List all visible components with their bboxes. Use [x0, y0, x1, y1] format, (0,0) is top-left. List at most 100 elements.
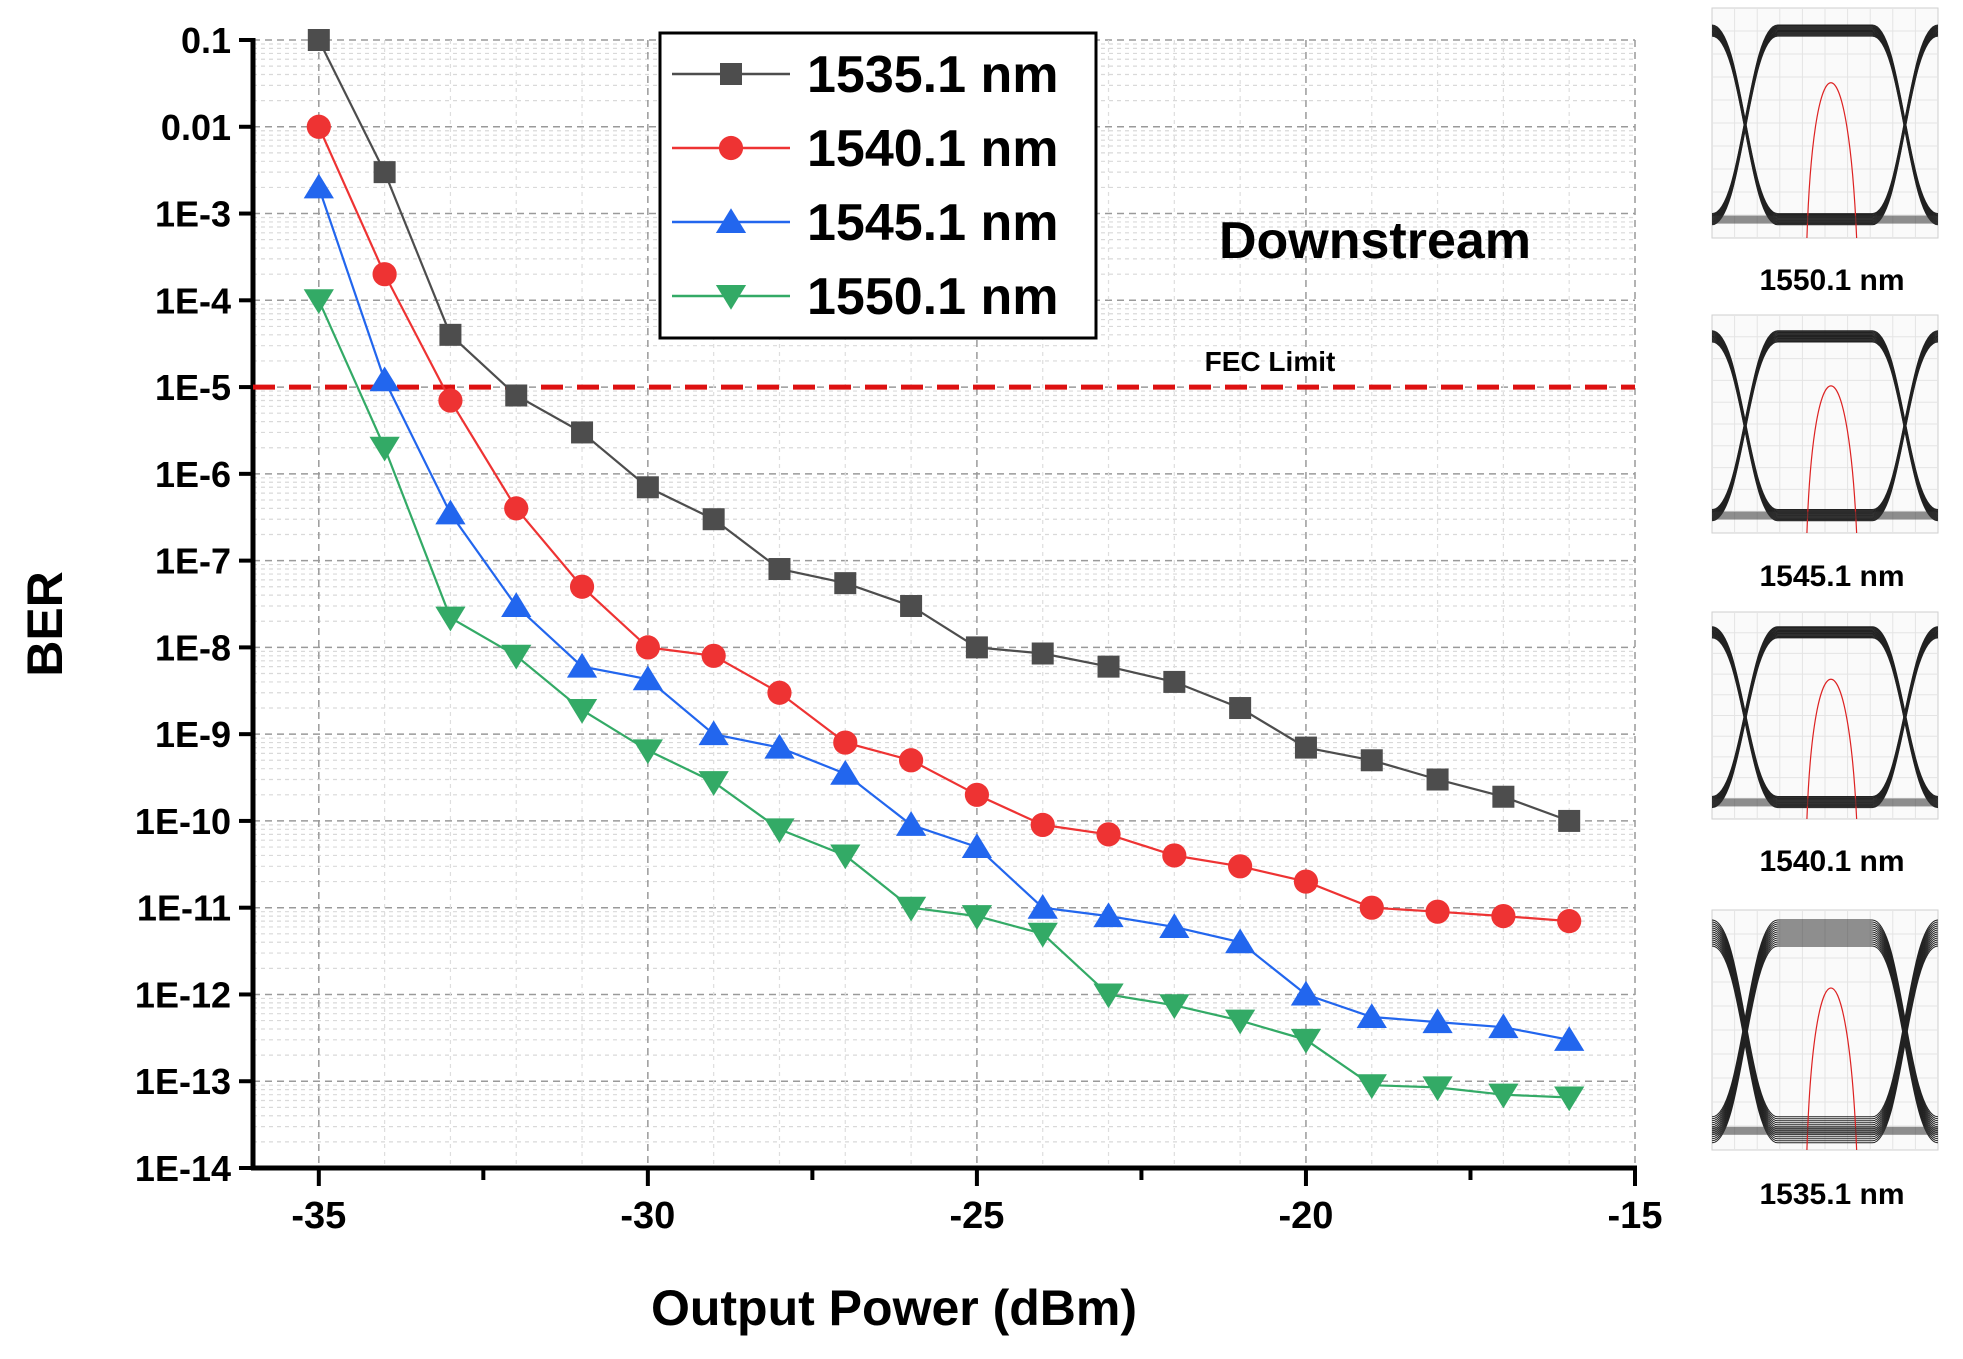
data-point [834, 572, 857, 595]
data-point [1093, 902, 1124, 928]
data-point [895, 811, 927, 836]
eye-diagram [1711, 7, 1939, 239]
data-point [965, 636, 988, 659]
data-point [1096, 822, 1121, 847]
legend-item: 1535.1 nm [672, 46, 1059, 104]
y-tick-label: 0.1 [181, 20, 231, 61]
series-2 [303, 173, 1585, 1051]
eye-red-trace [1806, 385, 1858, 534]
data-point [1097, 655, 1120, 678]
eye-diagram [1711, 314, 1939, 534]
data-point [1159, 913, 1190, 938]
eye-label-1535: 1535.1 nm [1759, 1178, 1905, 1211]
series-3 [303, 289, 1585, 1112]
data-point [438, 388, 463, 413]
downstream-annotation: Downstream [1219, 212, 1531, 270]
y-tick-label: 1E-10 [135, 801, 231, 842]
eye-trace [1711, 341, 1939, 522]
eye-label-1540: 1540.1 nm [1759, 845, 1905, 878]
y-tick-label: 1E-6 [155, 454, 231, 495]
legend-label: 1545.1 nm [807, 194, 1059, 252]
fec-limit-label: FEC Limit [1205, 346, 1336, 377]
data-point [702, 508, 725, 531]
legend-label: 1540.1 nm [807, 120, 1059, 178]
data-point [505, 384, 528, 407]
y-tick-label: 1E-9 [155, 714, 231, 755]
data-point [1426, 768, 1449, 791]
data-point [767, 680, 792, 705]
y-tick-label: 1E-14 [135, 1148, 231, 1189]
x-tick-label: -20 [1278, 1195, 1333, 1237]
data-point [900, 594, 923, 617]
data-point [1290, 1028, 1322, 1054]
data-point [895, 896, 927, 922]
data-point [307, 29, 330, 51]
data-point [1225, 1009, 1256, 1035]
data-point [1356, 1074, 1387, 1099]
data-point [635, 635, 660, 660]
data-point [1293, 869, 1319, 894]
eye-trace [1711, 637, 1939, 809]
data-point [439, 323, 462, 346]
data-point [1163, 670, 1186, 693]
series-line [317, 299, 1570, 1099]
data-point [1488, 1013, 1519, 1039]
data-point [1422, 1076, 1453, 1102]
data-point [964, 782, 990, 807]
data-point [1294, 736, 1317, 759]
eye-diagram [1711, 611, 1939, 820]
eye-trace [1711, 35, 1939, 226]
eye-trace [1711, 637, 1939, 809]
data-point [1558, 809, 1581, 832]
data-point [303, 289, 334, 315]
eye-diagrams [1711, 7, 1939, 1151]
data-point [1488, 1083, 1519, 1109]
data-point [569, 574, 595, 599]
data-point [1027, 893, 1058, 919]
data-point [435, 606, 466, 632]
data-point [1491, 904, 1516, 929]
x-tick-label: -15 [1608, 1195, 1663, 1237]
legend-item: 1545.1 nm [672, 194, 1059, 252]
data-point [501, 592, 532, 617]
data-point [1290, 980, 1322, 1006]
data-point [1425, 899, 1450, 924]
data-point [830, 759, 861, 785]
data-point [435, 499, 466, 525]
data-point [764, 818, 795, 844]
data-point [501, 644, 532, 670]
eye-red-trace [1806, 82, 1858, 239]
data-point [306, 114, 331, 139]
eye-diagram [1711, 909, 1939, 1151]
fec-limit: FEC Limit [253, 346, 1635, 390]
data-series [303, 29, 1585, 1112]
data-point [1031, 642, 1054, 665]
data-point [372, 262, 397, 287]
data-point [1554, 1086, 1585, 1112]
legend-item: 1550.1 nm [672, 268, 1059, 326]
y-tick-label: 1E-5 [155, 367, 231, 408]
data-point [1359, 895, 1384, 920]
data-point [1356, 1003, 1387, 1028]
data-point [698, 720, 729, 746]
eye-trace [1711, 945, 1939, 1144]
eye-red-trace [1806, 678, 1858, 820]
y-tick-label: 1E-4 [155, 280, 231, 321]
data-point [768, 558, 791, 581]
data-point [1228, 854, 1253, 879]
eye-label-1550: 1550.1 nm [1759, 264, 1905, 297]
data-point [1162, 843, 1187, 868]
data-point [632, 739, 663, 765]
data-point [764, 733, 795, 759]
y-tick-label: 1E-8 [155, 627, 231, 668]
y-tick-label: 1E-7 [155, 541, 231, 582]
legend-marker [715, 285, 747, 310]
data-point [1027, 922, 1058, 948]
data-point [1557, 909, 1582, 934]
eye-trace [1711, 341, 1939, 522]
legend-marker [715, 208, 747, 233]
data-point [898, 748, 924, 773]
data-point [566, 652, 598, 678]
data-point [1554, 1026, 1585, 1051]
